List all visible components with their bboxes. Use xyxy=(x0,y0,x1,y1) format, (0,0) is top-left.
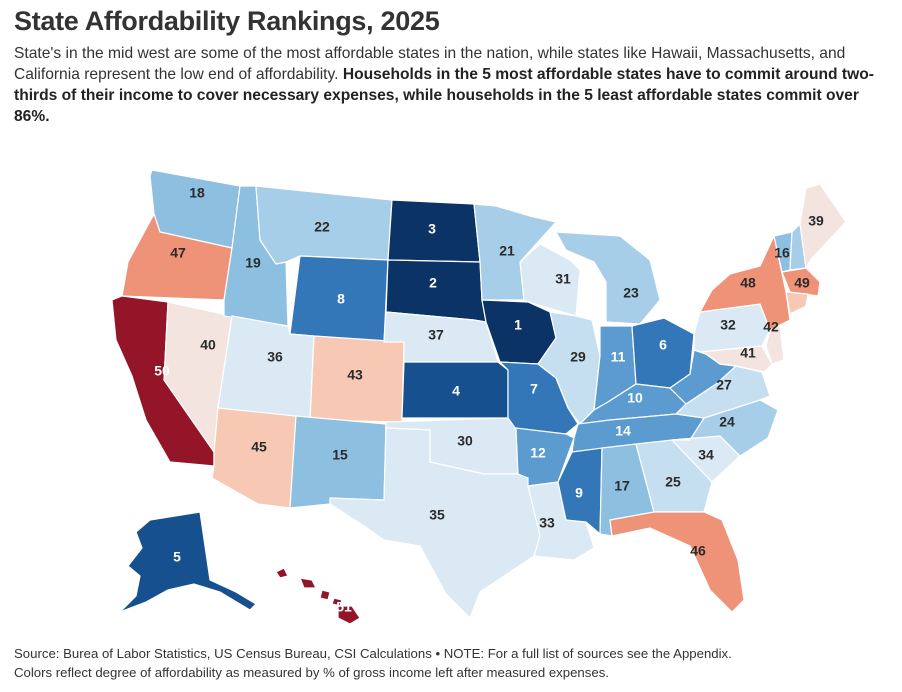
state-GA[interactable] xyxy=(635,439,713,513)
rank-label-MD: 41 xyxy=(740,345,756,361)
rank-label-TX: 35 xyxy=(429,507,445,523)
rank-label-VA: 27 xyxy=(716,377,732,393)
rank-label-SC: 34 xyxy=(698,447,714,463)
subtitle-bold: Households in the 5 most affordable stat… xyxy=(14,66,874,125)
rank-label-AK: 5 xyxy=(173,549,181,565)
rank-label-GA: 25 xyxy=(665,474,681,490)
state-CT[interactable] xyxy=(785,291,809,315)
rank-label-MN: 21 xyxy=(499,243,515,259)
rank-label-AZ: 45 xyxy=(251,439,267,455)
rank-label-ND: 3 xyxy=(428,221,436,237)
rank-label-HI: 51 xyxy=(336,599,352,615)
state-TX[interactable] xyxy=(329,427,541,620)
state-MA[interactable] xyxy=(781,267,821,297)
rank-label-OK: 30 xyxy=(457,433,473,449)
rank-label-NE: 37 xyxy=(428,327,444,343)
rank-label-MS: 9 xyxy=(575,485,583,501)
color-note: Colors reflect degree of affordability a… xyxy=(14,665,609,680)
state-HI[interactable] xyxy=(275,567,361,625)
subtitle: State's in the mid west are some of the … xyxy=(14,43,886,127)
rank-label-KS: 4 xyxy=(452,383,460,399)
state-NJ[interactable] xyxy=(765,325,785,365)
state-AK[interactable] xyxy=(119,511,257,613)
rank-label-AR: 12 xyxy=(530,445,546,461)
rank-label-MI: 23 xyxy=(623,285,639,301)
us-choropleth-map: 18 47 50 40 19 22 8 36 43 45 15 3 2 37 4 30 35 21 1 7 12 33 31… xyxy=(0,150,902,630)
rank-label-KY: 10 xyxy=(627,390,643,406)
rank-label-MO: 7 xyxy=(530,381,538,397)
rank-label-AL: 17 xyxy=(614,478,630,494)
rank-label-NV: 40 xyxy=(200,337,216,353)
rank-label-TN: 14 xyxy=(615,423,631,439)
rank-label-IN: 11 xyxy=(611,349,626,365)
source-note: Source: Burea of Labor Statistics, US Ce… xyxy=(14,646,732,661)
rank-label-ID: 19 xyxy=(245,255,261,271)
rank-label-CA: 50 xyxy=(154,363,170,379)
rank-label-SD: 2 xyxy=(429,275,437,291)
rank-label-MT: 22 xyxy=(314,219,330,235)
rank-label-IL: 29 xyxy=(570,349,586,365)
rank-label-OH: 6 xyxy=(659,337,667,353)
rank-label-WI: 31 xyxy=(555,271,571,287)
rank-label-NM: 15 xyxy=(332,447,348,463)
page-title: State Affordability Rankings, 2025 xyxy=(14,6,440,36)
state-AZ[interactable] xyxy=(211,407,297,509)
rank-label-FL: 46 xyxy=(690,543,706,559)
rank-label-ME: 39 xyxy=(808,213,824,229)
rank-label-CO: 43 xyxy=(347,367,363,383)
rank-label-VT: 16 xyxy=(774,245,790,261)
state-FL[interactable] xyxy=(609,511,745,613)
rank-label-MA: 49 xyxy=(794,275,810,291)
rank-label-PA: 32 xyxy=(720,317,736,333)
state-MD[interactable] xyxy=(699,345,773,373)
subtitle-plain: State's in the mid west are some of the … xyxy=(14,45,846,83)
rank-label-WY: 8 xyxy=(337,291,345,307)
rank-label-NY: 48 xyxy=(740,275,756,291)
footer: Source: Burea of Labor Statistics, US Ce… xyxy=(14,644,894,682)
rank-label-NC: 24 xyxy=(719,414,735,430)
rank-label-LA: 33 xyxy=(539,515,555,531)
state-SD[interactable] xyxy=(385,259,487,323)
rank-label-UT: 36 xyxy=(267,349,283,365)
rank-label-IA: 1 xyxy=(514,317,522,333)
state-WI[interactable] xyxy=(519,243,581,317)
state-MI[interactable] xyxy=(554,231,661,325)
rank-label-OR: 47 xyxy=(170,245,186,261)
rank-label-WA: 18 xyxy=(189,185,205,201)
rank-label-NJ: 42 xyxy=(763,319,779,335)
